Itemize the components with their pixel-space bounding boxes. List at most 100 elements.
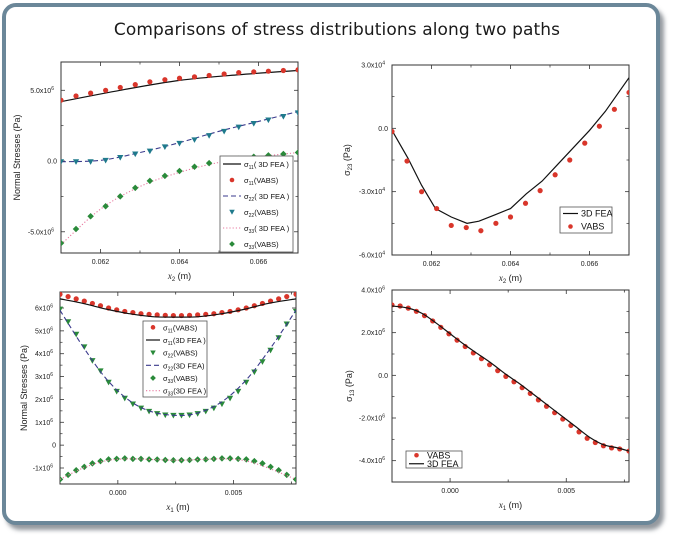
data-point [294, 110, 298, 117]
data-point [537, 188, 543, 194]
x-axis-title: x2 (m) [498, 273, 522, 285]
data-point [202, 408, 209, 415]
data-point [103, 87, 109, 93]
data-point [243, 456, 250, 463]
data-point [567, 157, 573, 163]
data-point [392, 128, 395, 135]
x-tick-label: 0.005 [225, 490, 243, 497]
data-point [226, 455, 234, 462]
data-point [234, 455, 242, 463]
data-point [265, 68, 271, 74]
data-point [267, 347, 274, 354]
x-tick-label: 0.064 [171, 259, 189, 266]
y-tick-label: 5x106 [35, 326, 53, 335]
data-point [293, 292, 296, 297]
y-tick-label: 3x106 [35, 372, 53, 381]
data-point [397, 303, 403, 309]
y-axis-title: σ23 (Pa) [342, 144, 354, 176]
x-tick-label: 0.062 [423, 261, 441, 268]
data-point [186, 456, 193, 464]
legend-label: σ22(3D FEA) [163, 361, 205, 372]
x-axis-title: x2 (m) [167, 271, 191, 283]
data-point [522, 200, 529, 206]
legend-label: σ11(VABS) [163, 323, 198, 334]
x-axis-title: x1 (m) [498, 500, 522, 512]
data-point [121, 395, 128, 402]
data-point [265, 117, 272, 124]
data-point [81, 463, 88, 471]
data-point [176, 75, 183, 81]
data-point [161, 144, 169, 151]
data-point [161, 172, 169, 180]
data-point [205, 159, 213, 167]
series-line-0 [392, 77, 629, 224]
data-point [462, 343, 468, 350]
data-point [284, 293, 290, 300]
data-point [89, 460, 96, 467]
series-line-1 [60, 298, 296, 318]
data-point [154, 312, 160, 318]
y-tick-label: 0 [52, 443, 56, 450]
data-point [206, 133, 213, 139]
data-point [582, 140, 588, 146]
legend-label: VABS [427, 450, 450, 460]
data-point [60, 306, 64, 313]
y-tick-label: 1x106 [35, 418, 53, 427]
legend-label: VABS [581, 222, 604, 232]
data-point [65, 293, 71, 300]
x-axis-title: x1 (m) [165, 502, 189, 514]
data-point [60, 476, 64, 483]
data-point [72, 159, 80, 165]
data-point [162, 77, 168, 83]
data-point [280, 150, 287, 158]
data-point [191, 74, 198, 80]
legend-marker [568, 224, 573, 229]
data-point [280, 113, 287, 120]
data-point [611, 106, 617, 112]
legend-label: σ33(3D FEA ) [163, 387, 207, 398]
legend-label: 3D FEA [581, 209, 613, 219]
y-tick-label: 0.0 [378, 126, 388, 133]
data-point [113, 388, 120, 395]
figure-frame [2, 3, 660, 525]
y-tick-label: -6.0x104 [359, 251, 385, 260]
data-point [419, 189, 425, 195]
data-point [145, 408, 153, 415]
data-point [275, 467, 282, 474]
data-point [105, 379, 112, 386]
data-point [202, 456, 210, 463]
y-tick-label: 4x106 [35, 349, 53, 358]
data-point [226, 395, 234, 402]
series-group [392, 302, 629, 454]
y-tick-label: 0.0 [378, 373, 388, 380]
legend-marker [150, 350, 156, 356]
data-point [137, 405, 145, 412]
y-tick-label: 0.0 [47, 159, 57, 166]
legend-label: σ22(VABS) [244, 208, 279, 219]
legend-box [142, 320, 208, 398]
y-tick-label: -3.0x104 [359, 187, 385, 196]
data-point [276, 296, 282, 302]
series-group [392, 77, 629, 234]
data-point [275, 335, 282, 341]
data-point [153, 456, 161, 463]
x-tick-label: 0.000 [109, 490, 127, 497]
data-point [294, 149, 298, 156]
data-point [102, 203, 109, 210]
data-point [292, 308, 296, 315]
y-tick-label: 6x106 [35, 304, 53, 313]
data-point [295, 67, 298, 73]
data-point [81, 298, 87, 304]
legend: σ11(VABS) σ11(3D FEA ) σ22(VABS)σ22(3D FEA… [142, 320, 208, 398]
legend-marker [229, 241, 235, 247]
data-point [102, 157, 109, 164]
data-point [191, 163, 198, 170]
legend-box [559, 206, 613, 234]
data-point [191, 137, 198, 143]
data-point [292, 476, 296, 483]
legend-marker [229, 209, 235, 215]
legend-label: σ11( 3D FEA ) [244, 160, 289, 171]
series-line-5 [60, 458, 296, 480]
